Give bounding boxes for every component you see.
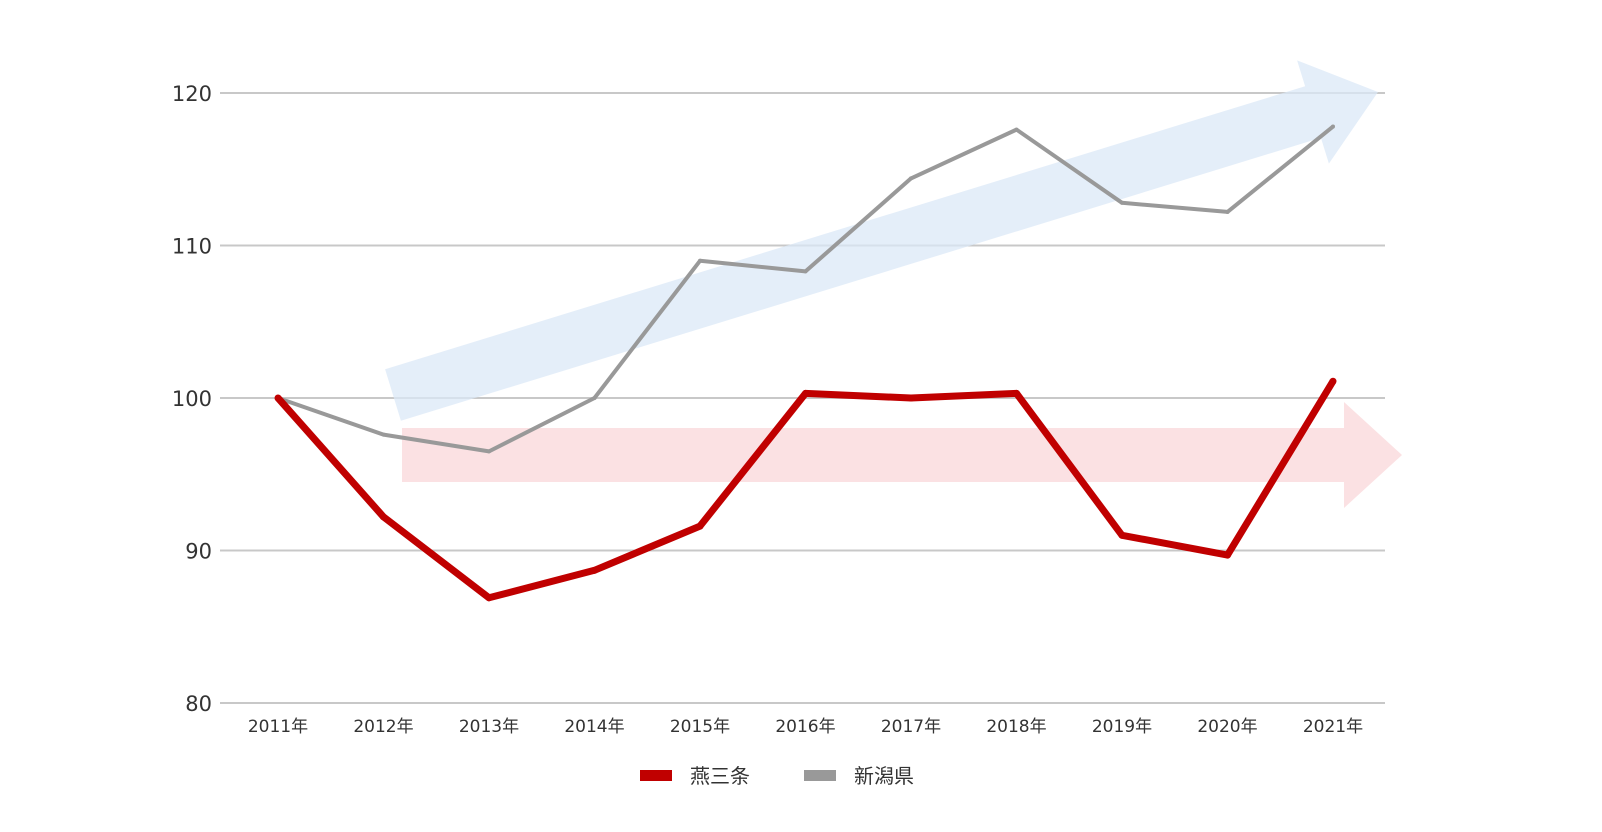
legend-swatch: [640, 770, 672, 781]
x-tick-label: 2017年: [881, 717, 941, 737]
series-line-0: [275, 379, 1336, 602]
data-point: [907, 394, 915, 402]
x-tick-label: 2012年: [353, 717, 413, 737]
trend-arrow-flat: [402, 402, 1402, 508]
data-point: [909, 176, 913, 181]
data-point: [1118, 531, 1126, 539]
x-tick-label: 2018年: [986, 717, 1046, 737]
legend: 燕三条 新潟県: [640, 764, 914, 788]
data-point: [1013, 389, 1020, 397]
x-axis-ticks: 2011年 2012年 2013年 2014年 2015年 2016年 2017年 2018年…: [248, 717, 1363, 737]
data-point: [485, 594, 493, 602]
data-point: [1329, 377, 1337, 385]
legend-label: 燕三条: [690, 764, 750, 788]
data-point: [802, 389, 809, 397]
x-tick-label: 2014年: [564, 717, 624, 737]
data-point: [1014, 127, 1019, 132]
data-point: [1120, 200, 1124, 205]
data-point: [803, 269, 808, 274]
data-point: [487, 449, 491, 454]
data-point: [381, 432, 386, 437]
legend-label: 新潟県: [854, 764, 914, 788]
x-tick-label: 2021年: [1303, 717, 1363, 737]
data-point: [1331, 124, 1335, 129]
legend-swatch: [804, 770, 836, 781]
x-tick-label: 2015年: [670, 717, 730, 737]
x-tick-label: 2013年: [459, 717, 519, 737]
y-tick-label: 110: [172, 235, 212, 259]
data-point: [592, 396, 597, 400]
y-tick-label: 120: [172, 82, 212, 106]
data-point: [696, 522, 704, 530]
x-tick-label: 2016年: [775, 717, 835, 737]
y-tick-label: 100: [172, 387, 212, 411]
data-point: [1224, 551, 1231, 559]
data-point: [274, 394, 282, 402]
data-point: [380, 513, 387, 521]
data-point: [698, 258, 702, 263]
trend-arrows: [385, 60, 1402, 508]
y-axis-ticks: 80 90 100 110 120: [172, 82, 212, 716]
y-tick-label: 80: [185, 692, 212, 716]
data-point: [591, 566, 598, 574]
x-tick-label: 2011年: [248, 717, 308, 737]
x-tick-label: 2020年: [1197, 717, 1257, 737]
y-tick-label: 90: [185, 540, 212, 564]
x-tick-label: 2019年: [1092, 717, 1152, 737]
data-point: [1225, 209, 1230, 214]
series-lines: [274, 124, 1337, 602]
trend-arrow-up: [385, 60, 1379, 421]
